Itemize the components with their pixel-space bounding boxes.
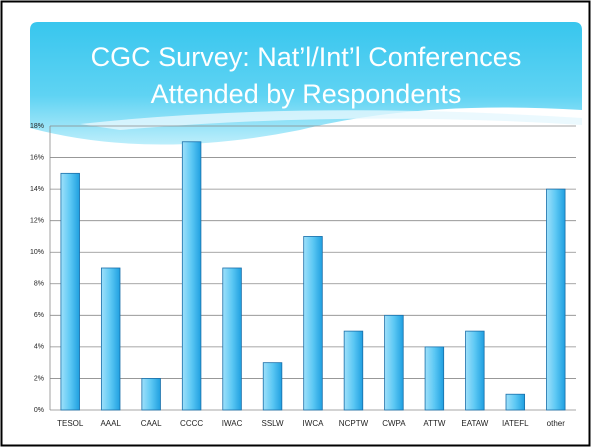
y-tick-label: 6% [34,312,44,319]
y-tick-label: 14% [30,186,44,193]
bar [384,314,404,411]
x-tick-label: CCCC [180,419,203,428]
x-tick-label: CWPA [382,419,406,428]
y-tick-label: 4% [34,344,44,351]
x-tick-label: other [547,419,566,428]
bar [262,362,283,411]
bar [222,267,242,411]
x-tick-label: SSLW [261,419,284,428]
x-tick-label: ATTW [423,419,446,428]
bar [60,172,80,411]
bar [546,188,566,411]
chart-title: Attended by Respondents [151,79,462,109]
x-tick-label: IWCA [303,419,325,428]
bar [141,378,161,411]
x-tick-label: NCPTW [339,419,369,428]
bar [505,393,526,411]
x-tick-label: IATEFL [502,419,529,428]
y-tick-label: 18% [30,123,44,130]
bar [100,267,121,411]
x-tick-label: AAAL [100,419,121,428]
y-tick-label: 10% [30,249,44,256]
bar [465,330,485,411]
bar [303,236,323,411]
y-tick-label: 8% [34,281,44,288]
banner-wave [80,110,582,130]
x-tick-label: IWAC [222,419,243,428]
y-tick-label: 16% [30,154,44,161]
x-tick-label: EATAW [461,419,488,428]
bar [424,346,445,411]
y-tick-label: 2% [34,375,44,382]
title-banner [30,22,582,145]
y-tick-label: 0% [34,407,44,414]
bar [343,330,364,411]
y-tick-label: 12% [30,218,44,225]
x-tick-label: TESOL [57,419,84,428]
bar [181,141,202,411]
chart-title: CGC Survey: Nat’l/Int’l Conferences [91,42,522,72]
x-tick-label: CAAL [141,419,162,428]
